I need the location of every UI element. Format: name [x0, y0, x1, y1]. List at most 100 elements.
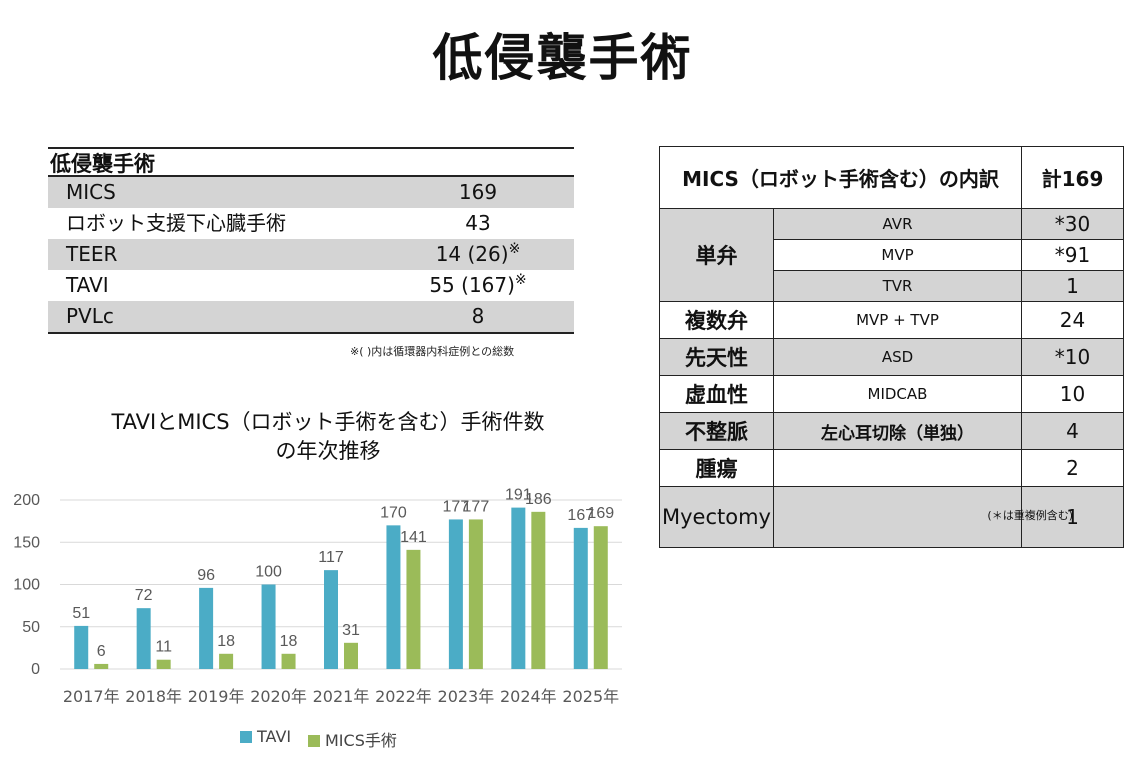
table-row: PVLc 8	[48, 301, 574, 332]
data-label: 177	[443, 498, 470, 515]
bar-tavi	[448, 519, 463, 669]
y-tick-label: 50	[22, 619, 40, 636]
legend-swatch-tavi	[240, 731, 252, 743]
data-label: 100	[255, 564, 282, 581]
row-label: ロボット支援下心臓手術	[66, 211, 286, 235]
legend-swatch-mics	[308, 735, 320, 747]
bar-tavi	[261, 584, 276, 669]
count-cell: 10	[1021, 375, 1124, 413]
data-label: 177	[463, 498, 490, 515]
mics-note: (＊は重複例含む)	[987, 509, 1073, 522]
row-label: TAVI	[66, 273, 109, 297]
x-tick-label: 2021年	[313, 687, 370, 706]
count-cell: 1	[1021, 486, 1124, 548]
mics-header-total: 計169	[1021, 146, 1124, 209]
data-label: 6	[97, 643, 106, 660]
data-label: 191	[505, 487, 532, 504]
legend-item-tavi: TAVI	[240, 727, 291, 746]
data-label: 11	[155, 639, 172, 656]
category-cell: 単弁	[659, 208, 774, 302]
data-label: 96	[197, 567, 215, 584]
x-tick-label: 2024年	[500, 687, 557, 706]
bar-mics	[219, 653, 234, 669]
summary-note: ※( )内は循環器内科症例との総数	[350, 345, 515, 358]
legend-item-mics: MICS手術	[308, 727, 397, 751]
bar-mics	[281, 653, 296, 669]
page-title: 低侵襲手術	[432, 29, 693, 87]
x-tick-label: 2020年	[250, 687, 307, 706]
x-tick-label: 2019年	[188, 687, 245, 706]
row-value: 169	[458, 180, 498, 204]
x-tick-label: 2017年	[63, 687, 120, 706]
count-cell: *91	[1021, 239, 1124, 271]
row-value: 8	[471, 304, 485, 328]
category-cell: 虚血性	[659, 375, 774, 413]
count-cell: 2	[1021, 449, 1124, 487]
bar-mics	[406, 549, 421, 669]
mics-breakdown-table: MICS（ロボット手術含む）の内訳 計169 単弁 AVR *30 MVP *9…	[659, 146, 1124, 548]
bar-tavi	[386, 525, 401, 669]
summary-table-header: 低侵襲手術	[48, 147, 574, 177]
data-label: 18	[280, 633, 298, 650]
row-value: 55 (167)※	[429, 272, 527, 297]
category-cell: 不整脈	[659, 412, 774, 450]
chart-title: TAVIとMICS（ロボット手術を含む）手術件数 の年次推移	[48, 408, 608, 466]
procedure-cell: TVR	[773, 270, 1022, 302]
data-label: 186	[525, 491, 552, 508]
x-tick-label: 2023年	[438, 687, 495, 706]
table-row: TEER 14 (26)※	[48, 239, 574, 270]
count-cell: 4	[1021, 412, 1124, 450]
chart-title-line-1: TAVIとMICS（ロボット手術を含む）手術件数	[111, 410, 545, 434]
count-cell: 24	[1021, 301, 1124, 339]
y-tick-label: 200	[13, 492, 40, 509]
table-row: ロボット支援下心臓手術 43	[48, 208, 574, 239]
procedure-cell: MVP	[773, 239, 1022, 271]
bar-tavi	[199, 587, 214, 669]
count-cell: *10	[1021, 338, 1124, 376]
data-label: 169	[587, 505, 614, 522]
bar-tavi	[74, 625, 89, 669]
chart-title-line-2: の年次推移	[275, 439, 381, 463]
data-label: 141	[400, 529, 427, 546]
row-label: TEER	[66, 242, 118, 266]
x-tick-label: 2022年	[375, 687, 432, 706]
y-tick-label: 150	[13, 534, 40, 551]
y-tick-label: 100	[13, 577, 40, 594]
bar-tavi	[573, 527, 588, 669]
category-cell: 複数弁	[659, 301, 774, 339]
note-mark: ※	[514, 272, 527, 288]
procedure-cell: (＊は重複例含む)	[773, 486, 1073, 548]
bar-mics	[156, 659, 171, 669]
bar-chart: 0 50 100 150 200 2017年 51 6 2018年 72 11 2019年 96 18 20…	[13, 487, 622, 706]
data-label: 170	[380, 504, 407, 521]
bar-tavi	[324, 570, 338, 669]
count-cell: 1	[1021, 270, 1124, 302]
note-mark: ※	[508, 241, 521, 257]
bar-mics	[344, 642, 358, 669]
bar-tavi	[136, 608, 151, 669]
row-value: 43	[465, 211, 491, 235]
table-row: TAVI 55 (167)※	[48, 270, 574, 301]
data-label: 167	[567, 507, 594, 524]
row-label: MICS	[66, 180, 116, 204]
row-value: 14 (26)※	[435, 241, 521, 266]
data-label: 31	[342, 622, 360, 639]
bar-tavi	[511, 507, 526, 669]
row-label: PVLc	[66, 304, 114, 328]
bar-mics	[468, 519, 483, 669]
y-tick-label: 0	[31, 661, 40, 678]
data-label: 51	[72, 605, 90, 622]
data-label: 117	[318, 549, 344, 566]
category-cell: Myectomy	[659, 486, 774, 548]
data-label: 18	[217, 633, 235, 650]
bar-mics	[593, 526, 608, 669]
x-tick-label: 2025年	[562, 687, 619, 706]
procedure-cell	[773, 449, 1022, 487]
mics-header-label: MICS（ロボット手術含む）の内訳	[659, 146, 1022, 209]
procedure-cell: ASD	[773, 338, 1022, 376]
bar-mics	[94, 663, 109, 669]
procedure-cell: MVP + TVP	[773, 301, 1022, 339]
category-cell: 先天性	[659, 338, 774, 376]
x-tick-label: 2018年	[125, 687, 182, 706]
bar-mics	[531, 511, 546, 669]
